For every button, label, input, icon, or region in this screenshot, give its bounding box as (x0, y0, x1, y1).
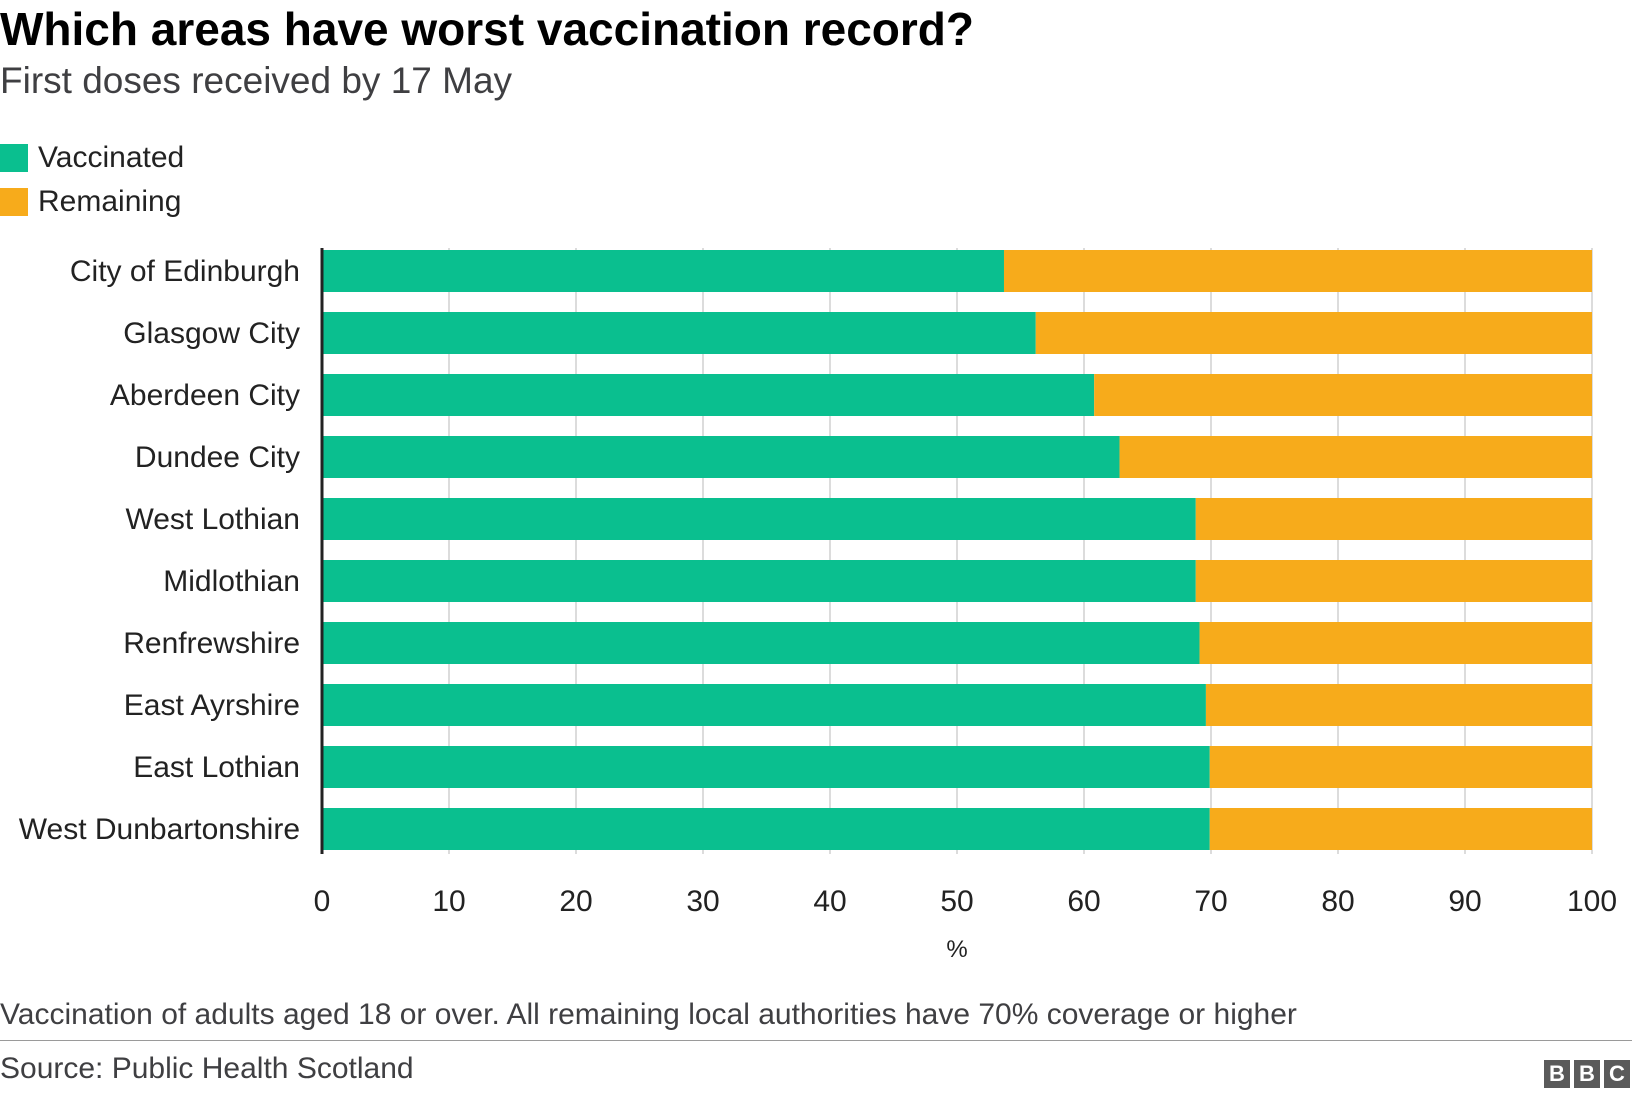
x-tick-label: 60 (1067, 885, 1100, 918)
legend-item-vaccinated: Vaccinated (0, 136, 184, 180)
bbc-logo: B B C (1544, 1060, 1630, 1088)
bar-remaining (1035, 312, 1592, 354)
x-tick-label: 70 (1194, 885, 1227, 918)
bar-remaining (1094, 374, 1592, 416)
x-tick-label: 90 (1448, 885, 1481, 918)
logo-letter: C (1604, 1060, 1630, 1088)
category-label: Midlothian (163, 565, 300, 598)
x-tick-label: 0 (314, 885, 331, 918)
category-label: Glasgow City (123, 317, 300, 350)
bar-vaccinated (322, 808, 1210, 850)
category-label: West Lothian (125, 503, 300, 536)
category-label: Renfrewshire (123, 627, 300, 660)
category-label: City of Edinburgh (70, 255, 300, 288)
legend-item-remaining: Remaining (0, 180, 184, 224)
bar-remaining (1119, 436, 1592, 478)
bar-remaining (1209, 808, 1592, 850)
bar-vaccinated (322, 622, 1200, 664)
bar-vaccinated (322, 312, 1036, 354)
bar-remaining (1199, 622, 1592, 664)
bar-vaccinated (322, 250, 1004, 292)
source-text: Source: Public Health Scotland (0, 1052, 414, 1085)
legend-swatch-remaining (0, 188, 28, 216)
bar-vaccinated (322, 746, 1210, 788)
bar-remaining (1003, 250, 1592, 292)
bar-remaining (1209, 746, 1592, 788)
bar-chart: City of Edinburgh Glasgow City Aberdeen Ci… (19, 248, 1617, 960)
legend-label-vaccinated: Vaccinated (38, 141, 185, 174)
bar-remaining (1195, 560, 1592, 602)
x-tick-label: 10 (432, 885, 465, 918)
category-label: East Ayrshire (124, 689, 300, 722)
chart-note: Vaccination of adults aged 18 or over. A… (0, 998, 1297, 1031)
x-tick-label: 30 (686, 885, 719, 918)
bar-vaccinated (322, 498, 1196, 540)
x-axis-label: % (946, 936, 967, 960)
legend: Vaccinated Remaining (0, 136, 184, 224)
legend-swatch-vaccinated (0, 144, 28, 172)
x-tick-label: 100 (1567, 885, 1617, 918)
bar-vaccinated (322, 684, 1206, 726)
x-tick-label: 80 (1321, 885, 1354, 918)
bar-vaccinated (322, 374, 1095, 416)
x-tick-label: 40 (813, 885, 846, 918)
bar-remaining (1195, 498, 1592, 540)
category-label: Dundee City (135, 441, 300, 474)
footer-divider (0, 1040, 1632, 1041)
x-tick-label: 50 (940, 885, 973, 918)
x-tick-label: 20 (559, 885, 592, 918)
bar-remaining (1205, 684, 1592, 726)
logo-letter: B (1574, 1060, 1600, 1088)
bar-vaccinated (322, 436, 1120, 478)
category-label: East Lothian (133, 751, 300, 784)
category-label: West Dunbartonshire (19, 813, 300, 846)
legend-label-remaining: Remaining (38, 185, 182, 218)
category-label: Aberdeen City (110, 379, 300, 412)
bar-vaccinated (322, 560, 1196, 602)
chart-title: Which areas have worst vaccination recor… (0, 3, 974, 55)
chart-subtitle: First doses received by 17 May (0, 60, 513, 101)
logo-letter: B (1544, 1060, 1570, 1088)
